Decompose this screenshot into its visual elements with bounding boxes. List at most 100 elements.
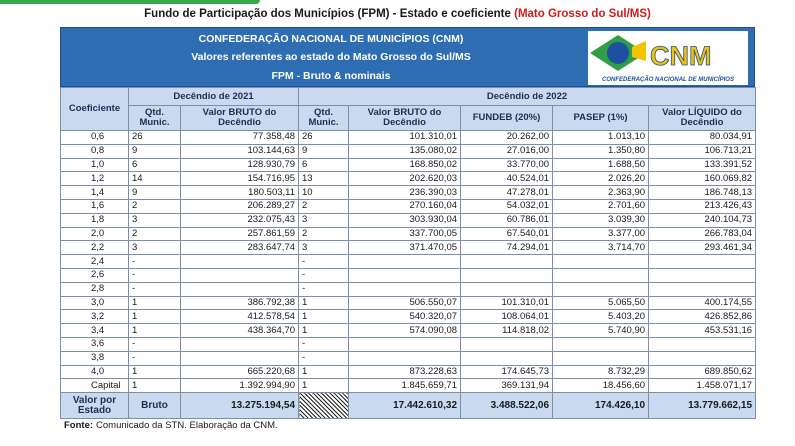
value-cell: 101.310,01	[460, 295, 554, 311]
value-cell: 5.740,90	[552, 323, 650, 338]
value-cell: 13	[298, 171, 350, 187]
value-cell: 1	[298, 309, 350, 325]
title-highlight: (Mato Grosso do Sul/MS)	[514, 8, 651, 20]
coef-cell: 1,8	[60, 212, 129, 228]
value-cell: 106.713,21	[648, 143, 757, 159]
value-cell: 33.770,00	[460, 157, 554, 173]
value-cell: 689.850,62	[648, 364, 757, 380]
logo-acronym: CNM	[650, 41, 712, 71]
col-header: PASEP (1%)	[552, 105, 650, 131]
value-cell	[552, 281, 650, 297]
footer-text: Comunicado da STN. Elaboração da CNM.	[96, 420, 278, 431]
col-header: Qtd. Munic.	[128, 105, 181, 131]
fpm-table: Coeficiente Decêndio de 2021 Decêndio de…	[60, 87, 757, 420]
value-cell: 9	[128, 185, 181, 200]
value-cell: -	[298, 350, 350, 366]
value-cell: 1	[128, 309, 181, 325]
group-header: Decêndio de 2022	[298, 87, 757, 106]
value-cell: 1	[128, 295, 181, 311]
value-cell: 9	[298, 143, 350, 159]
value-cell: 240.104,73	[648, 212, 757, 228]
value-cell: 67.540,01	[460, 226, 554, 242]
value-cell: -	[128, 254, 181, 269]
table-row: 2,6- -	[60, 267, 757, 283]
value-cell: 5.403,20	[552, 309, 650, 325]
table-row: 1,8 3 232.075,43 3 303.930,04 60.786,01 3.039,…	[60, 212, 757, 228]
value-cell: 3.377,00	[552, 226, 650, 242]
table-row: 1,6 2 206.289,27 2 270.160,04 54.032,01 2.701,…	[60, 198, 757, 214]
coef-cell: 2,0	[60, 226, 129, 242]
value-cell: 665.220,68	[179, 364, 300, 380]
coef-cell: 0,8	[60, 143, 129, 159]
value-cell: 400.174,55	[648, 295, 757, 311]
coef-cell: 1,2	[60, 171, 129, 187]
value-cell: 54.032,01	[460, 198, 554, 214]
value-cell: 369.131,94	[460, 378, 554, 394]
total-cell: Valor por Estado	[60, 392, 129, 420]
value-cell: 206.289,27	[179, 198, 300, 214]
value-cell: 1	[128, 364, 181, 380]
value-cell	[552, 267, 650, 283]
footer-label: Fonte:	[64, 420, 94, 431]
value-cell: 14	[128, 171, 181, 187]
coef-cell: Capital	[60, 378, 129, 394]
value-cell	[179, 254, 300, 269]
group-header: Decêndio de 2021	[127, 87, 300, 106]
value-cell: 20.262,00	[460, 130, 554, 145]
value-cell: 108.064,01	[460, 309, 554, 325]
value-cell: 114.818,02	[460, 323, 554, 338]
value-cell	[648, 350, 757, 366]
total-cell: 3.488.522,06	[460, 392, 554, 420]
value-cell: 270.160,04	[348, 198, 462, 214]
value-cell: 2	[128, 198, 181, 214]
value-cell: 438.364,70	[179, 323, 300, 338]
total-cell: 17.442.610,32	[348, 392, 462, 420]
value-cell: 453.531,16	[648, 323, 757, 338]
value-cell: 101.310,01	[348, 130, 462, 145]
value-cell: 3.039,30	[552, 212, 650, 228]
banner-line: CONFEDERAÇÃO NACIONAL DE MUNICÍPIOS (CNM…	[198, 33, 464, 45]
value-cell	[179, 350, 300, 366]
col-header: Valor BRUTO do Decêndio	[348, 105, 462, 131]
value-cell: 506.550,07	[348, 295, 462, 311]
coef-cell: 2,8	[60, 281, 129, 297]
table-row: 3,6- -	[60, 336, 757, 352]
table-row: 0,8 9 103.144,63 9 135.080,02 27.016,00 1.350,…	[60, 143, 757, 159]
table-row: 2,4- -	[60, 254, 757, 269]
value-cell: 386.792,38	[179, 295, 300, 311]
value-cell: 337.700,05	[348, 226, 462, 242]
value-cell	[648, 281, 757, 297]
value-cell: 5.065,50	[552, 295, 650, 311]
value-cell	[179, 336, 300, 352]
value-cell: 1.350,80	[552, 143, 650, 159]
title-text: Fundo de Participação dos Municípios (FP…	[144, 8, 511, 20]
value-cell: 47.278,01	[460, 185, 554, 200]
value-cell: 426.852,86	[648, 309, 757, 325]
footer: Fonte: Comunicado da STN. Elaboração da C…	[64, 420, 278, 431]
total-cell: 174.426,10	[552, 392, 650, 420]
value-cell: 1	[128, 323, 181, 338]
table-row: 3,4 1 438.364,70 1 574.090,08 114.818,02 5.740…	[60, 323, 757, 338]
table-row: 0,6 26 77.358,48 26 101.310,01 20.262,00 1.013…	[60, 130, 757, 145]
value-cell	[552, 350, 650, 366]
coef-cell: 3,0	[60, 295, 129, 311]
table-row: Capital 1 1.392.994,90 1 1.845.659,71 369.131…	[60, 378, 757, 394]
coef-cell: 1,4	[60, 185, 129, 200]
value-cell: 10	[298, 185, 350, 200]
value-cell: 2	[298, 198, 350, 214]
coef-cell: 2,6	[60, 267, 129, 283]
value-cell: -	[128, 267, 181, 283]
value-cell	[460, 254, 554, 269]
col-header: FUNDEB (20%)	[460, 105, 554, 131]
value-cell: 3.714,70	[552, 240, 650, 256]
value-cell: 6	[298, 157, 350, 173]
coef-cell: 3,8	[60, 350, 129, 366]
value-cell: 160.069,82	[648, 171, 757, 187]
table-body: 0,6 26 77.358,48 26 101.310,01 20.262,00 1.013…	[60, 130, 757, 420]
total-cell: 13.275.194,54	[179, 392, 300, 420]
table-row: 3,0 1 386.792,38 1 506.550,07 101.310,01 5.065…	[60, 295, 757, 311]
col-header: Coeficiente	[60, 87, 129, 131]
table-row: 1,0 6 128.930,79 6 168.850,02 33.770,00 1.688,…	[60, 157, 757, 173]
value-cell: 60.786,01	[460, 212, 554, 228]
